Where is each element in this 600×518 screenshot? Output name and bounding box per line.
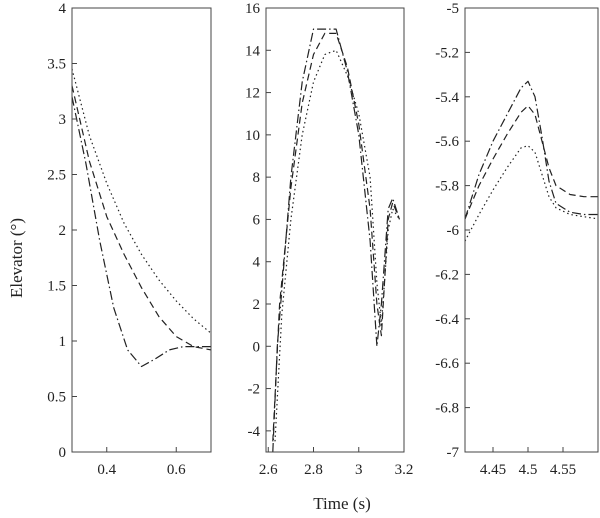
y-tick-label: -2 bbox=[248, 382, 261, 398]
y-tick-label: 4 bbox=[253, 255, 261, 271]
y-tick-label: 0 bbox=[253, 339, 261, 355]
panel-3: -7 -6.8 -6.6 -6.4 -6.2 -6 -5.8 -5.6 -5.4 -5.2 -5 4.… bbox=[435, 1, 599, 478]
panel-1: 0 0.5 1 1.5 2 2.5 3 3.5 4 0.4 0.6 bbox=[47, 1, 212, 478]
y-tick-label: 12 bbox=[245, 86, 260, 102]
y-tick-label: 0 bbox=[59, 445, 67, 461]
y-tick-label: 1.5 bbox=[47, 279, 66, 295]
x-tick-label: 0.6 bbox=[167, 462, 186, 478]
y-tick-label: 4 bbox=[59, 1, 67, 17]
y-tick-label: 2 bbox=[253, 297, 261, 313]
y-tick-label: 16 bbox=[245, 1, 261, 17]
panels: 0 0.5 1 1.5 2 2.5 3 3.5 4 0.4 0.6 -4 -2 0 2 4 6 8 10 12 14 16… bbox=[47, 1, 599, 478]
x-tick-label: 4.55 bbox=[550, 462, 576, 478]
plot-frame bbox=[464, 7, 599, 453]
x-tick-label: 4.5 bbox=[519, 462, 538, 478]
y-tick-label: -6.4 bbox=[435, 312, 459, 328]
x-tick-label: 2.8 bbox=[304, 462, 323, 478]
series-line-dashdot bbox=[272, 28, 401, 452]
y-tick-label: -7 bbox=[447, 445, 460, 461]
x-tick-label: 2.6 bbox=[259, 462, 278, 478]
y-tick-label: 3 bbox=[59, 112, 67, 128]
y-axis-label: Elevator (°) bbox=[7, 218, 26, 298]
series-group bbox=[272, 28, 401, 452]
y-tick-label: 2 bbox=[59, 223, 67, 239]
y-tick-label: 0.5 bbox=[47, 390, 66, 406]
y-tick-label: -5.6 bbox=[435, 134, 459, 150]
x-axis-label: Time (s) bbox=[313, 494, 370, 513]
series-group bbox=[465, 80, 598, 242]
y-tick-label: 6 bbox=[253, 212, 261, 228]
series-group bbox=[72, 68, 211, 368]
series-line-dotted bbox=[72, 68, 211, 334]
y-tick-label: -5.8 bbox=[435, 179, 459, 195]
plot-frame bbox=[265, 7, 405, 453]
y-tick-label: 1 bbox=[59, 334, 67, 350]
x-tick-label: 4.45 bbox=[480, 462, 506, 478]
y-tick-label: 8 bbox=[253, 170, 261, 186]
panel-2: -4 -2 0 2 4 6 8 10 12 14 16 2.6 2.8 3 3.2 bbox=[245, 1, 413, 478]
series-line-dashed bbox=[72, 85, 211, 351]
y-tick-label: 3.5 bbox=[47, 57, 66, 73]
y-tick-label: -4 bbox=[248, 424, 261, 440]
y-tick-label: -5 bbox=[447, 1, 460, 17]
series-line-dashed bbox=[272, 32, 401, 442]
y-tick-label: -5.4 bbox=[435, 90, 459, 106]
y-tick-label: -6 bbox=[447, 223, 460, 239]
y-tick-label: -6.8 bbox=[435, 401, 459, 417]
y-tick-label: 14 bbox=[245, 43, 261, 59]
x-tick-label: 3 bbox=[355, 462, 363, 478]
y-tick-label: 2.5 bbox=[47, 168, 66, 184]
y-tick-label: -5.2 bbox=[435, 45, 459, 61]
y-tick-label: 10 bbox=[245, 128, 260, 144]
series-line-dashdot bbox=[72, 96, 211, 368]
series-line-dashed bbox=[465, 105, 598, 220]
plot-frame bbox=[71, 7, 212, 453]
x-tick-label: 3.2 bbox=[395, 462, 414, 478]
x-tick-label: 0.4 bbox=[97, 462, 116, 478]
y-tick-label: -6.2 bbox=[435, 267, 459, 283]
series-line-dotted bbox=[274, 49, 401, 442]
series-line-dashdot bbox=[465, 80, 598, 220]
y-tick-label: -6.6 bbox=[435, 356, 459, 372]
